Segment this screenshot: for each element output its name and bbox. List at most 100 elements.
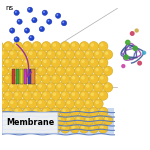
Circle shape	[46, 66, 56, 76]
Circle shape	[91, 43, 94, 47]
Circle shape	[39, 26, 45, 32]
Circle shape	[91, 76, 94, 80]
Circle shape	[56, 83, 65, 92]
Circle shape	[57, 68, 61, 71]
Circle shape	[80, 124, 89, 133]
Circle shape	[80, 91, 89, 100]
Circle shape	[18, 99, 27, 108]
Circle shape	[81, 43, 85, 47]
Circle shape	[100, 109, 104, 112]
Circle shape	[0, 74, 4, 84]
Circle shape	[5, 76, 9, 80]
Circle shape	[28, 8, 30, 10]
Circle shape	[42, 74, 51, 84]
Circle shape	[143, 51, 146, 54]
Circle shape	[29, 84, 33, 88]
Circle shape	[84, 50, 94, 59]
Circle shape	[22, 58, 32, 68]
Circle shape	[76, 84, 80, 88]
Circle shape	[67, 68, 70, 71]
Circle shape	[98, 91, 108, 100]
Circle shape	[95, 51, 99, 55]
Circle shape	[0, 107, 4, 117]
Circle shape	[62, 92, 66, 96]
Bar	[2, 108, 114, 134]
Circle shape	[56, 50, 65, 59]
Circle shape	[98, 42, 108, 51]
Bar	[24, 69, 27, 84]
Circle shape	[18, 50, 27, 59]
Circle shape	[0, 124, 4, 133]
Circle shape	[98, 107, 108, 117]
Circle shape	[37, 50, 46, 59]
Circle shape	[86, 68, 89, 71]
Circle shape	[18, 115, 27, 125]
Circle shape	[67, 117, 70, 121]
Circle shape	[53, 76, 56, 80]
Circle shape	[40, 27, 42, 29]
Circle shape	[32, 42, 42, 51]
Circle shape	[8, 115, 18, 125]
Bar	[16, 69, 19, 84]
Circle shape	[56, 66, 65, 76]
Circle shape	[46, 19, 52, 24]
Circle shape	[38, 84, 42, 88]
Circle shape	[15, 125, 18, 129]
Circle shape	[95, 101, 99, 104]
Circle shape	[22, 42, 32, 51]
Circle shape	[103, 66, 113, 76]
Circle shape	[75, 115, 84, 125]
Circle shape	[24, 60, 28, 63]
Circle shape	[4, 58, 13, 68]
Circle shape	[4, 107, 13, 117]
Circle shape	[89, 107, 98, 117]
Circle shape	[19, 101, 23, 104]
Circle shape	[13, 58, 22, 68]
Circle shape	[43, 125, 47, 129]
Circle shape	[57, 117, 61, 121]
Circle shape	[4, 74, 13, 84]
Circle shape	[32, 124, 42, 133]
Circle shape	[84, 115, 94, 125]
Circle shape	[0, 51, 4, 55]
Circle shape	[8, 83, 18, 92]
Circle shape	[22, 91, 32, 100]
Circle shape	[126, 40, 130, 44]
Circle shape	[65, 115, 75, 125]
Circle shape	[72, 109, 75, 112]
Circle shape	[72, 43, 75, 47]
Circle shape	[89, 58, 98, 68]
Circle shape	[133, 46, 137, 50]
Circle shape	[24, 109, 28, 112]
Circle shape	[0, 115, 8, 125]
FancyBboxPatch shape	[2, 112, 58, 133]
Circle shape	[13, 107, 22, 117]
Circle shape	[42, 124, 51, 133]
Circle shape	[5, 125, 9, 129]
Circle shape	[18, 20, 20, 22]
Circle shape	[56, 99, 65, 108]
Circle shape	[34, 109, 37, 112]
Circle shape	[81, 125, 85, 129]
Circle shape	[51, 74, 60, 84]
Circle shape	[10, 101, 14, 104]
Circle shape	[43, 60, 47, 63]
Circle shape	[22, 107, 32, 117]
Circle shape	[76, 51, 80, 55]
Circle shape	[60, 74, 70, 84]
Circle shape	[22, 74, 32, 84]
Circle shape	[61, 20, 67, 26]
Circle shape	[10, 51, 14, 55]
Circle shape	[27, 66, 37, 76]
Bar	[32, 69, 35, 84]
Bar	[28, 69, 31, 84]
Circle shape	[25, 29, 27, 31]
Circle shape	[100, 60, 104, 63]
Circle shape	[98, 74, 108, 84]
Circle shape	[94, 83, 103, 92]
Circle shape	[24, 76, 28, 80]
Circle shape	[0, 84, 4, 88]
Circle shape	[34, 76, 37, 80]
Circle shape	[76, 101, 80, 104]
Circle shape	[53, 125, 56, 129]
